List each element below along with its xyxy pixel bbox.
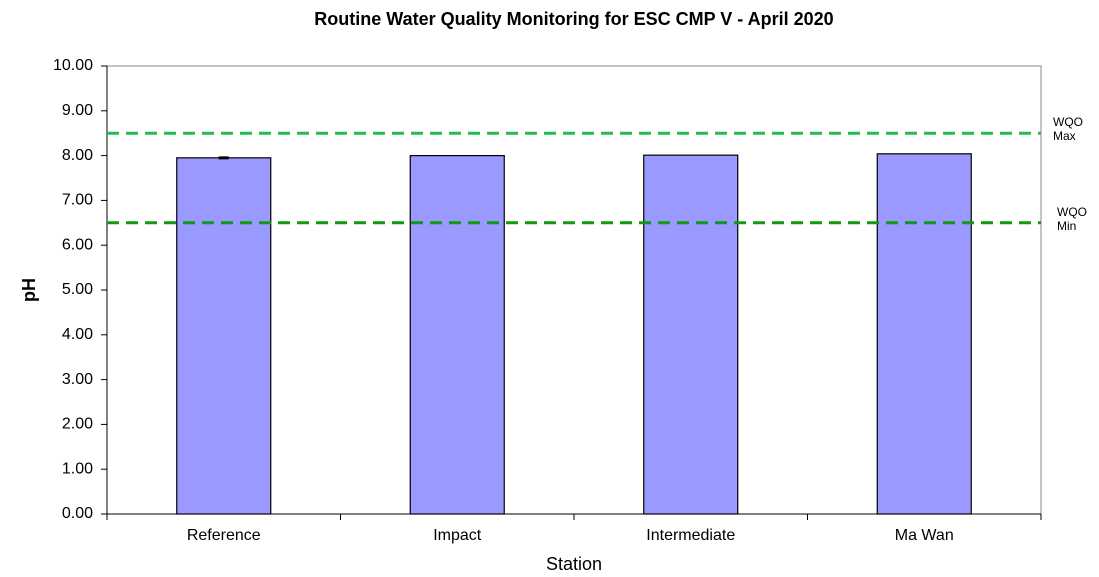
chart-title: Routine Water Quality Monitoring for ESC…	[314, 9, 833, 29]
y-axis-label: pH	[19, 278, 39, 302]
y-tick-label: 4.00	[62, 326, 93, 343]
reference-label-line: Max	[1053, 129, 1076, 143]
y-tick-label: 9.00	[62, 102, 93, 119]
y-tick-label: 0.00	[62, 505, 93, 522]
y-tick-label: 5.00	[62, 281, 93, 298]
y-tick-label: 2.00	[62, 416, 93, 433]
y-tick-label: 1.00	[62, 460, 93, 477]
error-bar	[218, 156, 229, 160]
y-tick-label: 10.00	[53, 57, 93, 74]
y-tick-label: 8.00	[62, 147, 93, 164]
x-tick-label: Ma Wan	[895, 527, 954, 544]
x-axis-label: Station	[546, 554, 602, 574]
reference-label: WQO Min	[1057, 205, 1087, 233]
bar	[176, 157, 272, 515]
x-tick-label: Impact	[433, 527, 482, 544]
reference-label-line: Min	[1057, 219, 1076, 233]
y-tick-label: 6.00	[62, 236, 93, 253]
x-tick-label: Intermediate	[646, 527, 735, 544]
bar	[876, 153, 972, 515]
x-tick-label: Reference	[187, 527, 261, 544]
reference-label: WQO Max	[1053, 115, 1083, 143]
reference-label-line: WQO	[1057, 205, 1087, 219]
bar	[643, 154, 739, 515]
y-tick-label: 3.00	[62, 371, 93, 388]
y-tick-label: 7.00	[62, 192, 93, 209]
reference-label-line: WQO	[1053, 115, 1083, 129]
bar	[409, 155, 505, 515]
